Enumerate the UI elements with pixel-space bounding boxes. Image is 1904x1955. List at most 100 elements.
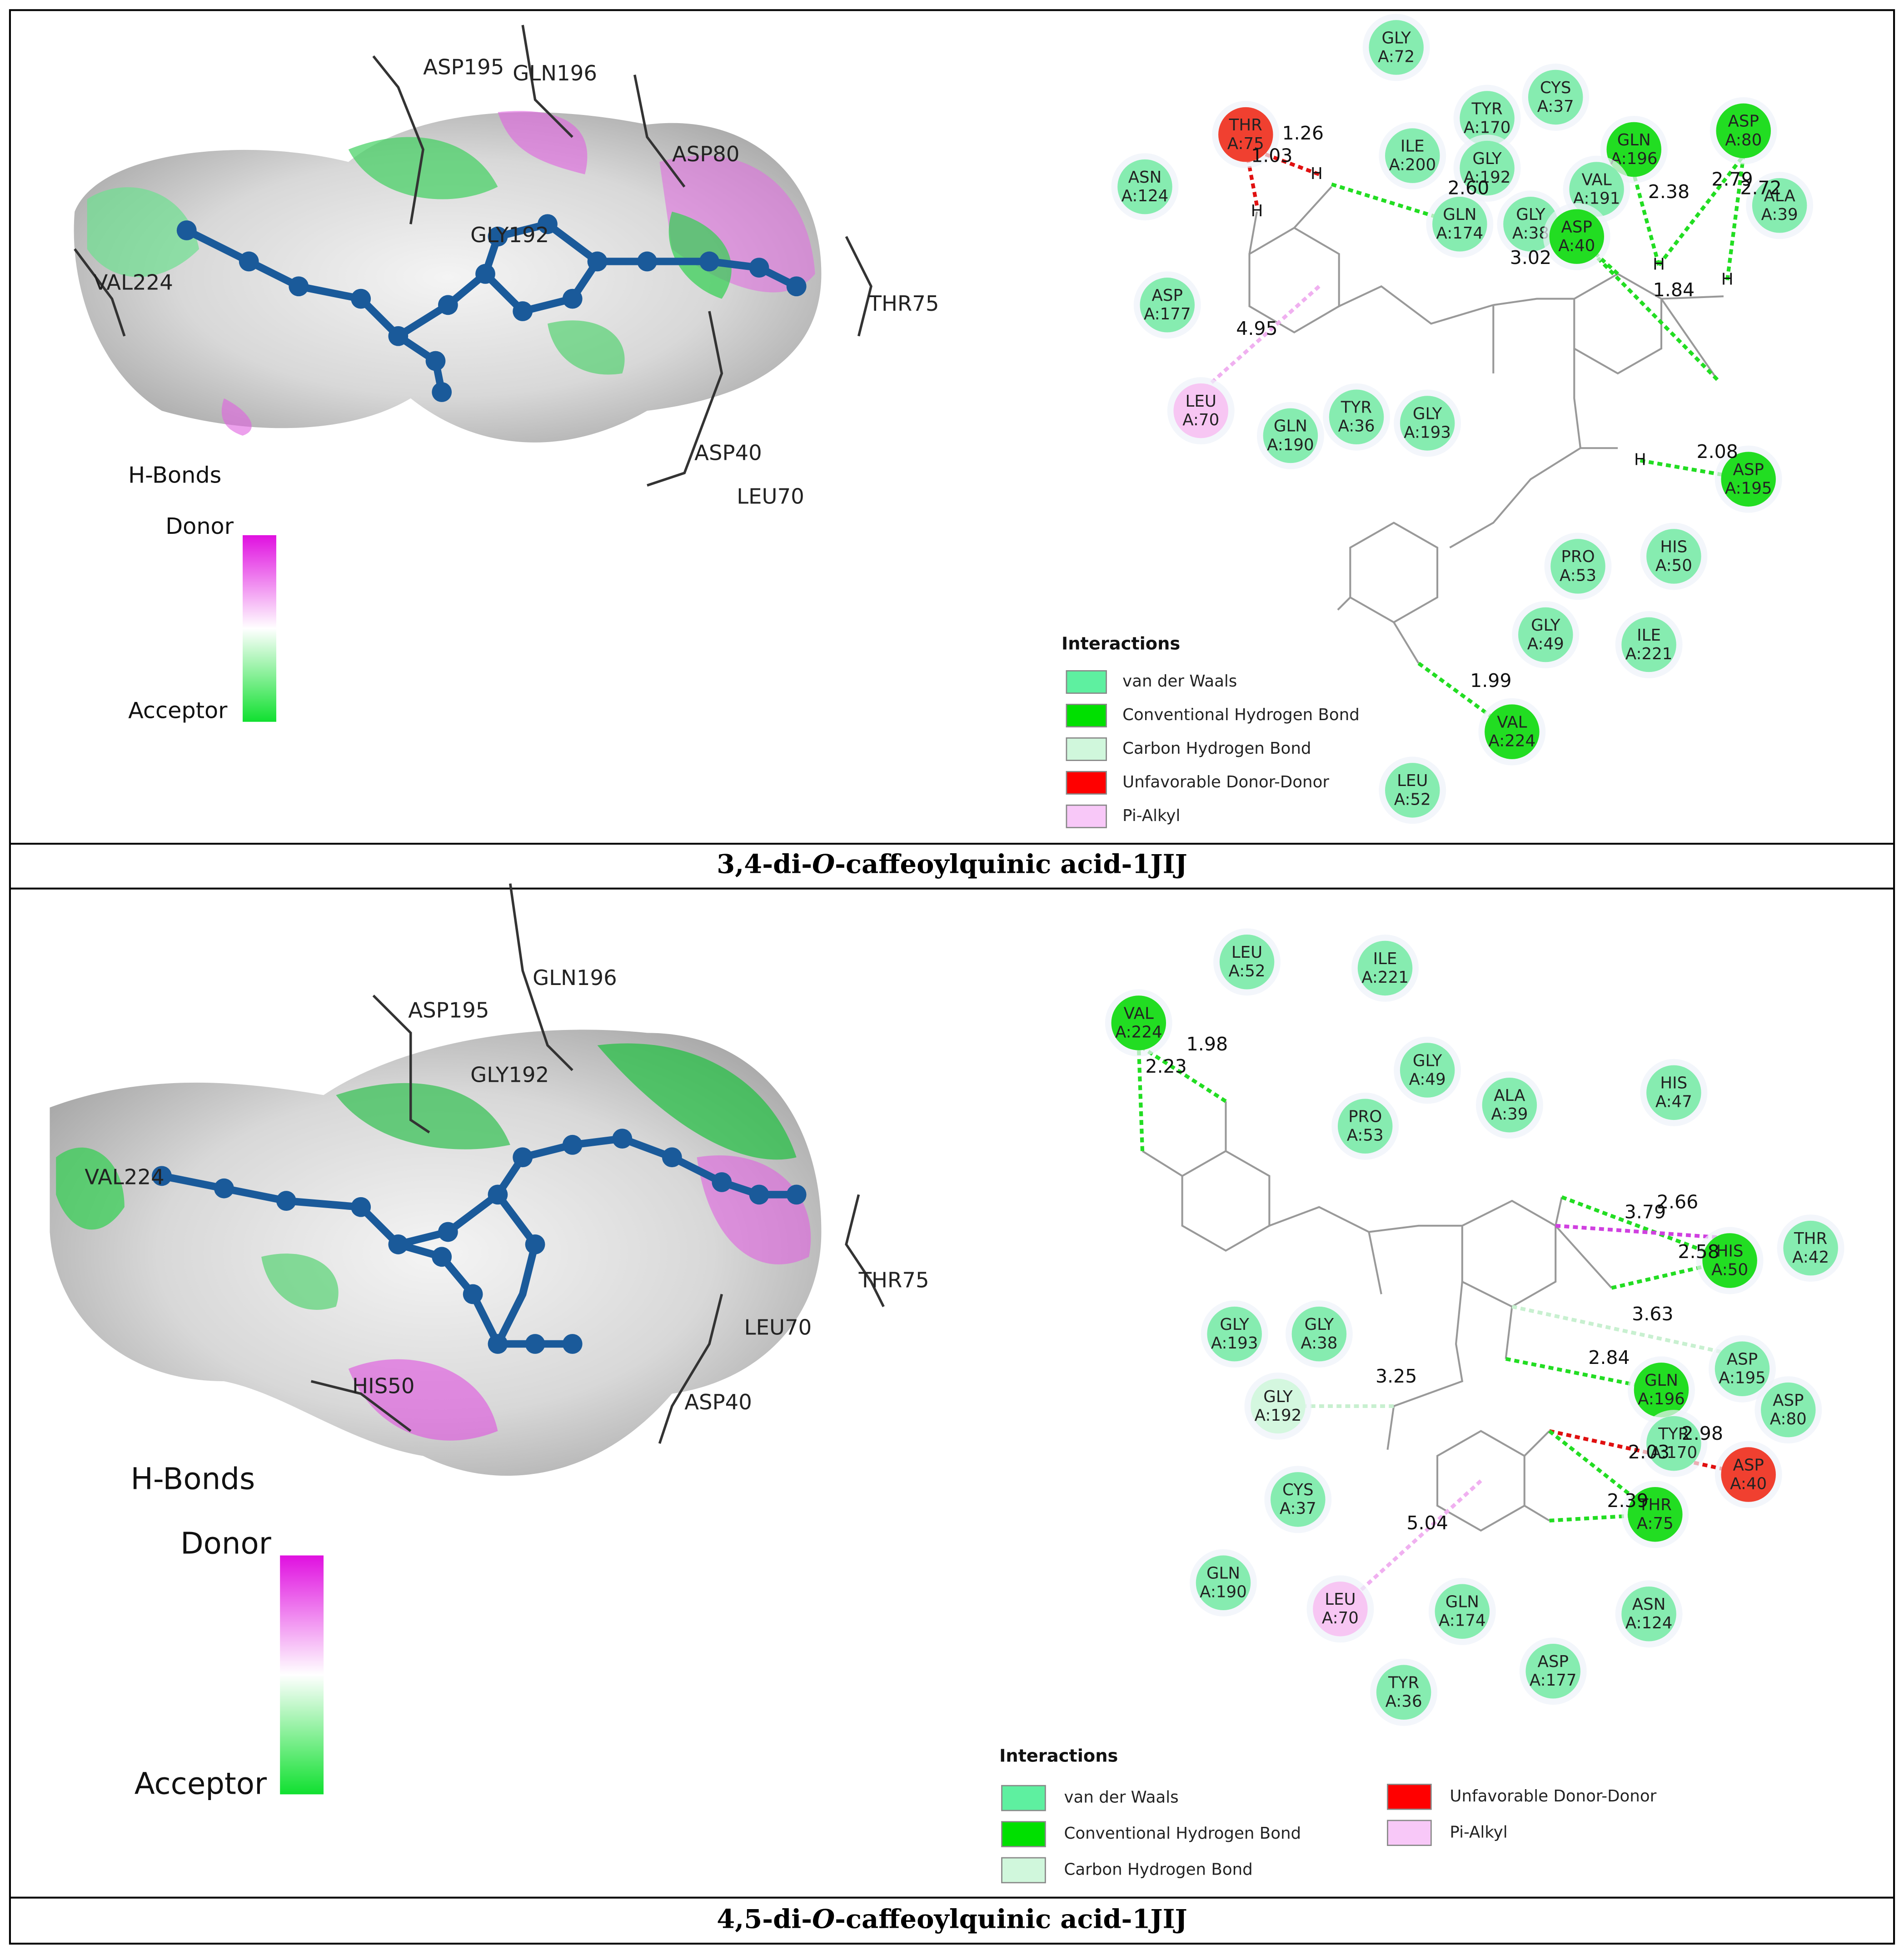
residue bbox=[1550, 539, 1605, 594]
legend-swatch bbox=[1066, 704, 1107, 728]
residue-id: A:40 bbox=[1558, 237, 1595, 255]
residue bbox=[1752, 178, 1807, 233]
residue-id: A:221 bbox=[1361, 968, 1409, 987]
residue-label-3d: LEU70 bbox=[744, 1315, 812, 1340]
residue bbox=[1549, 209, 1605, 264]
residue bbox=[1621, 1587, 1676, 1642]
residue bbox=[1376, 1665, 1431, 1720]
residue-id: A:192 bbox=[1464, 168, 1511, 187]
residue-name: VAL bbox=[1581, 170, 1611, 189]
residue-name: GLY bbox=[1305, 1315, 1334, 1334]
residue bbox=[1329, 389, 1384, 445]
residue-id: A:193 bbox=[1404, 423, 1451, 442]
residue bbox=[1460, 91, 1515, 146]
hbond-legend-title: H-Bonds bbox=[131, 1462, 255, 1496]
residue bbox=[1291, 1306, 1347, 1362]
residue bbox=[1628, 1487, 1683, 1542]
distance-label: 2.72 bbox=[1740, 177, 1781, 199]
residue bbox=[1634, 1363, 1689, 1418]
surface-render bbox=[50, 883, 885, 1795]
residue-id: A:174 bbox=[1436, 224, 1484, 243]
residue-name: ASP bbox=[1773, 1391, 1804, 1410]
residue-name: ASP bbox=[1733, 461, 1764, 479]
residue-id: A:42 bbox=[1792, 1248, 1829, 1267]
residue-name: GLY bbox=[1472, 149, 1502, 168]
residue bbox=[1606, 122, 1661, 177]
residue-label-3d: ASP80 bbox=[672, 142, 740, 166]
residue bbox=[1218, 107, 1273, 162]
distance-label: 1.03 bbox=[1251, 144, 1292, 166]
residue-name: VAL bbox=[1497, 713, 1527, 731]
residue-id: A:50 bbox=[1655, 556, 1692, 575]
residue-label-3d: VAL224 bbox=[93, 270, 173, 294]
distance-label: 4.95 bbox=[1236, 318, 1277, 339]
distance-label: 2.03 bbox=[1628, 1441, 1670, 1463]
residue-name: CYS bbox=[1540, 79, 1571, 97]
residue-name: GLN bbox=[1274, 417, 1307, 436]
residue bbox=[1140, 278, 1195, 333]
residue-id: A:196 bbox=[1638, 1390, 1685, 1408]
residue bbox=[1482, 1077, 1537, 1133]
residue bbox=[1646, 529, 1701, 584]
atom-label: H bbox=[1721, 270, 1734, 289]
legend-swatch bbox=[1066, 771, 1107, 795]
residue-name: ASN bbox=[1632, 1595, 1666, 1614]
distance-label: 3.25 bbox=[1376, 1365, 1417, 1387]
residue bbox=[1646, 1065, 1701, 1120]
residue-name: TYR bbox=[1388, 1674, 1419, 1692]
residue bbox=[1485, 704, 1540, 759]
residue-id: A:124 bbox=[1121, 187, 1169, 205]
residue bbox=[1251, 1378, 1306, 1434]
residue bbox=[1219, 935, 1275, 990]
residue-name: ILE bbox=[1637, 626, 1661, 645]
residue bbox=[1761, 1382, 1816, 1438]
residue-id: A:75 bbox=[1227, 134, 1264, 153]
caption-part: -caffeoylquinic acid-1JIJ bbox=[835, 848, 1187, 879]
legend-label: Carbon Hydrogen Bond bbox=[1064, 1860, 1252, 1879]
residue bbox=[1385, 763, 1440, 818]
residue-label-3d: VAL224 bbox=[85, 1164, 164, 1189]
residue-label-3d: THR75 bbox=[858, 1268, 929, 1293]
residue bbox=[1646, 1416, 1701, 1471]
residue-id: A:192 bbox=[1255, 1406, 1302, 1425]
residue-id: A:200 bbox=[1389, 156, 1436, 174]
residue-id: A:52 bbox=[1394, 790, 1431, 809]
hbond-legend-top: Donor bbox=[180, 1527, 272, 1561]
legend-swatch bbox=[1066, 804, 1107, 828]
residue-id: A:53 bbox=[1560, 566, 1596, 585]
residue-name: LEU bbox=[1397, 771, 1428, 790]
distance-label: 3.79 bbox=[1625, 1201, 1666, 1223]
residue-name: ASP bbox=[1733, 1456, 1764, 1474]
residue-name: ILE bbox=[1373, 950, 1397, 968]
residue-id: A:49 bbox=[1409, 1070, 1446, 1089]
residue-name: VAL bbox=[1124, 1004, 1154, 1023]
residue-name: GLN bbox=[1445, 1593, 1479, 1612]
distance-label: 2.39 bbox=[1607, 1490, 1648, 1512]
residue bbox=[1432, 197, 1487, 252]
legend-swatch bbox=[1387, 1820, 1432, 1846]
legend-label: van der Waals bbox=[1122, 672, 1237, 691]
residue-name: ASP bbox=[1561, 218, 1592, 237]
legend-swatch bbox=[1001, 1857, 1046, 1884]
residue bbox=[1117, 159, 1172, 214]
caption: 4,5-di-O-caffeoylquinic acid-1JIJ bbox=[717, 1904, 1187, 1935]
residue-id: A:221 bbox=[1625, 645, 1673, 663]
residue bbox=[1702, 1233, 1757, 1288]
residue-label-3d: ASP195 bbox=[408, 998, 489, 1022]
residue-id: A:37 bbox=[1537, 97, 1574, 116]
distance-label: 3.02 bbox=[1510, 247, 1551, 269]
residue-name: THR bbox=[1638, 1496, 1672, 1514]
legend-label: Pi-Alkyl bbox=[1122, 806, 1180, 825]
residue bbox=[1716, 103, 1771, 159]
residue-name: GLY bbox=[1263, 1388, 1293, 1406]
caption-part: 3,4-di- bbox=[717, 848, 812, 879]
residue-id: A:177 bbox=[1144, 305, 1191, 323]
residue-name: ASP bbox=[1728, 112, 1759, 131]
residue-label-3d: GLN196 bbox=[533, 965, 617, 990]
residue-id: A:53 bbox=[1347, 1126, 1384, 1145]
residue-label-3d: GLN196 bbox=[513, 61, 597, 85]
residue bbox=[1528, 70, 1583, 125]
hbond-legend-top: Donor bbox=[165, 513, 234, 539]
residue-name: GLN bbox=[1645, 1371, 1678, 1390]
